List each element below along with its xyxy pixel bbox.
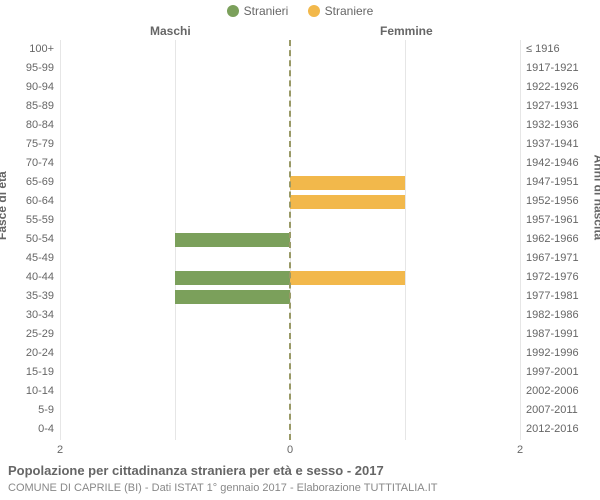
column-title-male: Maschi xyxy=(150,24,191,38)
birth-year-label: 1972-1976 xyxy=(526,272,579,283)
center-line xyxy=(289,40,291,440)
age-label: 95-99 xyxy=(26,63,54,74)
age-label: 10-14 xyxy=(26,386,54,397)
age-label: 40-44 xyxy=(26,272,54,283)
birth-year-label: 1932-1936 xyxy=(526,120,579,131)
birth-year-label: 1997-2001 xyxy=(526,367,579,378)
y-axis-title-left: Fasce di età xyxy=(0,171,9,240)
age-label: 0-4 xyxy=(38,424,54,435)
bar-male xyxy=(175,290,290,304)
birth-year-label: 1982-1986 xyxy=(526,310,579,321)
age-label: 90-94 xyxy=(26,82,54,93)
age-label: 25-29 xyxy=(26,329,54,340)
legend-swatch-female xyxy=(308,5,320,17)
bar-male xyxy=(175,271,290,285)
age-label: 100+ xyxy=(29,44,54,55)
age-label: 15-19 xyxy=(26,367,54,378)
chart-subcaption: COMUNE DI CAPRILE (BI) - Dati ISTAT 1° g… xyxy=(8,482,437,494)
age-label: 5-9 xyxy=(38,405,54,416)
age-label: 35-39 xyxy=(26,291,54,302)
legend-label-male: Stranieri xyxy=(244,4,289,18)
x-tick-label: 0 xyxy=(287,444,293,456)
birth-year-label: 1922-1926 xyxy=(526,82,579,93)
birth-year-label: 1937-1941 xyxy=(526,139,579,150)
birth-year-label: 2007-2011 xyxy=(526,405,578,416)
age-label: 50-54 xyxy=(26,234,54,245)
chart-caption: Popolazione per cittadinanza straniera p… xyxy=(8,463,384,478)
birth-year-label: 1992-1996 xyxy=(526,348,579,359)
bar-female xyxy=(290,271,405,285)
birth-year-label: 1917-1921 xyxy=(526,63,579,74)
plot-area: 100+≤ 191695-991917-192190-941922-192685… xyxy=(60,40,520,440)
legend-item-female: Straniere xyxy=(308,4,374,18)
birth-year-label: 1947-1951 xyxy=(526,177,579,188)
x-tick-label: 2 xyxy=(57,444,63,456)
bar-female xyxy=(290,176,405,190)
age-label: 75-79 xyxy=(26,139,54,150)
birth-year-label: 1927-1931 xyxy=(526,101,579,112)
birth-year-label: 1967-1971 xyxy=(526,253,579,264)
population-pyramid-chart: Stranieri Straniere Maschi Femmine Fasce… xyxy=(0,0,600,500)
birth-year-label: 1957-1961 xyxy=(526,215,579,226)
legend-label-female: Straniere xyxy=(325,4,374,18)
age-label: 80-84 xyxy=(26,120,54,131)
age-label: 45-49 xyxy=(26,253,54,264)
birth-year-label: 2012-2016 xyxy=(526,424,579,435)
birth-year-label: 1962-1966 xyxy=(526,234,579,245)
age-label: 70-74 xyxy=(26,158,54,169)
age-label: 20-24 xyxy=(26,348,54,359)
legend-swatch-male xyxy=(227,5,239,17)
age-label: 30-34 xyxy=(26,310,54,321)
birth-year-label: 1952-1956 xyxy=(526,196,579,207)
age-label: 65-69 xyxy=(26,177,54,188)
gridline xyxy=(520,40,521,440)
bar-male xyxy=(175,233,290,247)
birth-year-label: 1942-1946 xyxy=(526,158,579,169)
age-label: 85-89 xyxy=(26,101,54,112)
x-tick-label: 2 xyxy=(517,444,523,456)
birth-year-label: ≤ 1916 xyxy=(526,44,560,55)
birth-year-label: 2002-2006 xyxy=(526,386,579,397)
birth-year-label: 1977-1981 xyxy=(526,291,579,302)
legend-item-male: Stranieri xyxy=(227,4,289,18)
legend: Stranieri Straniere xyxy=(0,4,600,20)
column-title-female: Femmine xyxy=(380,24,433,38)
birth-year-label: 1987-1991 xyxy=(526,329,579,340)
age-label: 60-64 xyxy=(26,196,54,207)
age-label: 55-59 xyxy=(26,215,54,226)
y-axis-title-right: Anni di nascita xyxy=(591,155,600,240)
bar-female xyxy=(290,195,405,209)
